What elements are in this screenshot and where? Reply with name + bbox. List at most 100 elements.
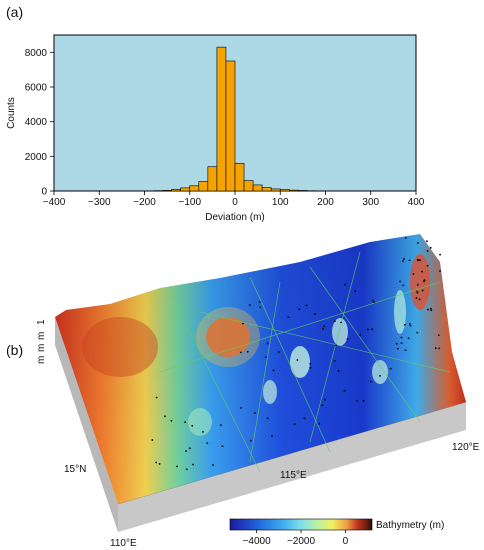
sample-point [367, 328, 369, 331]
sample-point [293, 423, 296, 426]
sample-point [323, 398, 326, 401]
sample-point [277, 351, 280, 353]
y-tick-label: 6000 [25, 83, 48, 94]
sample-point [373, 301, 376, 304]
side-tick-1: m [36, 332, 47, 340]
sample-point [407, 337, 410, 339]
histogram-bar [225, 60, 236, 192]
x-tick-label: 100 [272, 197, 289, 208]
histogram-bar [252, 184, 263, 192]
sample-point [303, 417, 306, 420]
panel-a-label: (a) [6, 4, 24, 20]
sample-point [346, 338, 349, 340]
y-tick-label: 0 [41, 187, 47, 198]
sample-point [155, 396, 158, 399]
sample-point [408, 323, 411, 325]
histogram-y-title: Counts [6, 97, 17, 129]
colorbar-tick-label: −4000 [243, 536, 272, 547]
sample-point [399, 280, 401, 283]
histogram-bar [198, 181, 209, 192]
sample-point [272, 369, 275, 372]
sample-point [408, 259, 411, 262]
sample-point [439, 253, 441, 256]
sample-point [426, 240, 428, 243]
colorbar-tick-label: −2000 [287, 536, 316, 547]
histogram-bar [216, 46, 227, 192]
x-tick-label: −100 [178, 197, 201, 208]
sample-point [219, 424, 222, 427]
x-tick-label: −300 [88, 197, 111, 208]
surface-shading [55, 234, 466, 504]
histogram-bar [288, 189, 299, 192]
sample-point [321, 327, 324, 330]
histogram-bar [243, 180, 254, 192]
colorbar-tick-label: 0 [343, 536, 349, 547]
y-tick-label: 4000 [25, 117, 48, 128]
sample-point [396, 347, 399, 350]
sample-point [259, 306, 262, 309]
sample-point [354, 290, 357, 292]
sample-point [335, 344, 337, 347]
sample-point [371, 299, 374, 302]
sample-point [395, 342, 398, 345]
sample-point [202, 431, 204, 433]
sample-point [164, 415, 166, 418]
sample-point [239, 351, 242, 354]
sample-point [242, 322, 244, 325]
histogram-bar [162, 190, 172, 192]
sample-points [151, 237, 441, 471]
sample-point [333, 320, 336, 323]
sample-point [212, 464, 214, 467]
x-tick-label: 200 [317, 197, 334, 208]
sample-point [246, 350, 249, 353]
ship-tracks [159, 251, 451, 473]
sample-point [404, 237, 407, 239]
x-tick-label: −400 [43, 197, 66, 208]
sample-point [271, 435, 273, 437]
sample-point [409, 324, 412, 327]
sample-point [287, 316, 290, 319]
sample-point [296, 359, 299, 361]
colorbar-ticks: −4000 −2000 0 [243, 530, 349, 547]
block-left-wall [55, 317, 118, 532]
sample-point [309, 362, 312, 365]
sample-point [403, 257, 405, 260]
sample-point [323, 325, 326, 328]
histogram-bar [298, 190, 308, 192]
sample-point [298, 308, 301, 311]
sample-point [426, 250, 429, 252]
histogram-bar [207, 166, 218, 192]
histogram-bar [261, 187, 272, 192]
sample-point [437, 334, 440, 337]
colorbar [229, 518, 373, 531]
sample-point [343, 390, 346, 392]
sample-point [240, 406, 242, 409]
sample-point [439, 270, 441, 272]
sample-point [340, 321, 343, 324]
sample-point [318, 422, 321, 425]
lon-label-120e: 120°E [452, 442, 480, 453]
colorbar-label: Bathymetry (m) [376, 520, 444, 531]
sample-point [416, 241, 419, 244]
sample-point [362, 399, 365, 402]
sample-point [206, 442, 209, 445]
histogram-chart: −400 −300 −200 −100 0 100 200 300 400 0 2000 4000 6… [6, 34, 425, 222]
sample-point [412, 273, 415, 275]
sample-point [404, 349, 407, 352]
sample-point [389, 367, 392, 370]
sample-point [313, 313, 316, 315]
sample-point [185, 450, 188, 453]
histogram-bars [144, 46, 326, 192]
sample-point [249, 439, 252, 442]
side-tick-2: m [36, 344, 47, 352]
sample-point [400, 342, 403, 345]
sample-point [185, 468, 188, 471]
sample-point [417, 259, 420, 262]
histogram-bar [270, 188, 281, 192]
bathymetry-map: 15°N 115°E 120°E 110°E 1 m m m −4000 −200… [0, 222, 484, 550]
sample-point [254, 412, 256, 414]
sample-point [400, 336, 403, 339]
sample-point [369, 380, 372, 383]
sample-point [344, 283, 347, 286]
sample-point [158, 463, 161, 465]
